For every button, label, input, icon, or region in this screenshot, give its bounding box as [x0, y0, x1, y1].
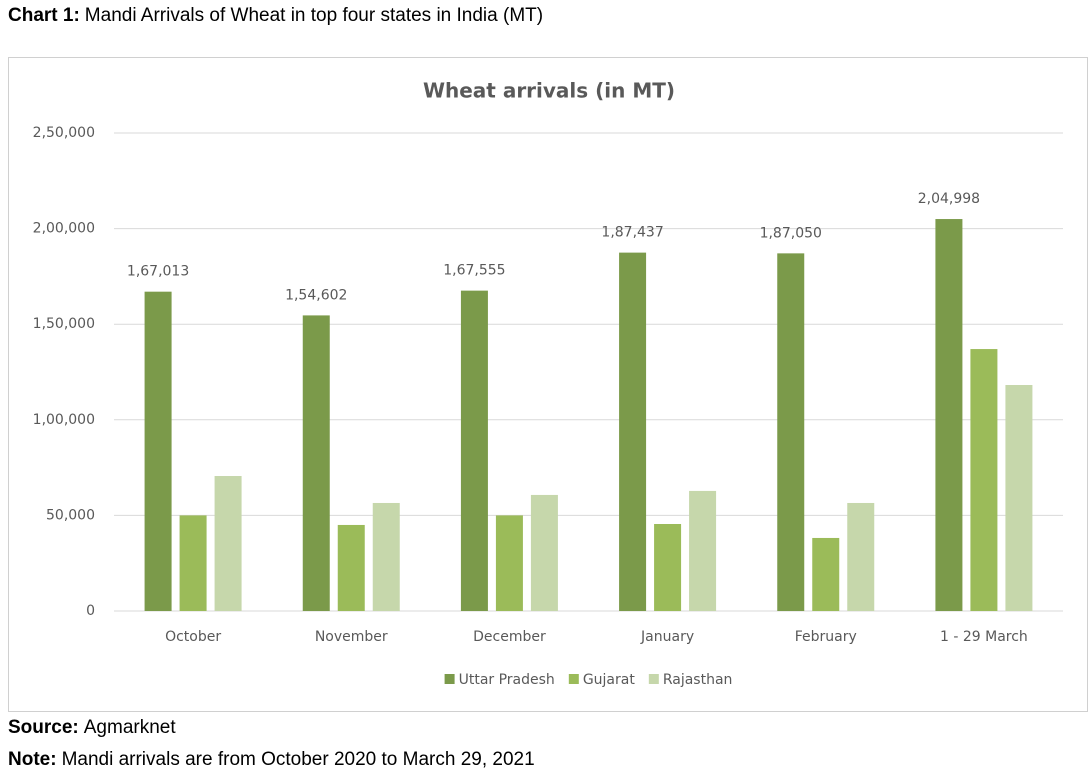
y-tick-label: 2,00,000	[33, 221, 95, 237]
bar	[372, 502, 400, 611]
bar	[619, 252, 647, 611]
bar	[495, 515, 523, 611]
legend-swatch	[648, 674, 659, 684]
bar	[812, 537, 840, 611]
legend-label: Uttar Pradesh	[459, 672, 555, 688]
source: Source: Agmarknet	[8, 717, 176, 738]
chart-title: Wheat arrivals (in MT)	[423, 79, 675, 103]
caption: Chart 1: Mandi Arrivals of Wheat in top f…	[8, 5, 543, 26]
value-label: 1,87,437	[601, 225, 663, 241]
y-tick-label: 1,00,000	[33, 412, 95, 428]
y-tick-label: 0	[86, 603, 95, 619]
source-text: Agmarknet	[84, 717, 177, 738]
bar	[970, 349, 998, 611]
bar	[144, 291, 172, 611]
bar	[460, 290, 488, 611]
y-tick-label: 1,50,000	[33, 316, 95, 332]
source-label: Source:	[8, 717, 79, 738]
x-tick-label: January	[640, 629, 694, 645]
note-text: Mandi arrivals are from October 2020 to …	[62, 749, 535, 770]
legend-label: Gujarat	[583, 672, 636, 688]
bar	[847, 502, 875, 611]
caption-text: Mandi Arrivals of Wheat in top four stat…	[85, 5, 543, 26]
value-label: 1,67,013	[127, 264, 189, 280]
legend-label: Rajasthan	[663, 672, 733, 688]
caption-label: Chart 1:	[8, 5, 80, 26]
legend-swatch	[568, 674, 579, 684]
bar	[337, 524, 365, 611]
value-label: 1,54,602	[285, 287, 347, 303]
legend-swatch	[444, 674, 455, 684]
bar	[302, 315, 330, 611]
bar	[179, 515, 207, 611]
value-label: 1,87,050	[760, 225, 822, 241]
x-tick-label: February	[795, 629, 857, 645]
y-tick-label: 2,50,000	[33, 125, 95, 141]
bar	[689, 490, 717, 611]
bar	[1005, 385, 1033, 611]
x-tick-label: November	[315, 629, 388, 645]
note: Note: Mandi arrivals are from October 202…	[8, 749, 535, 770]
bar	[935, 219, 963, 611]
bar	[777, 253, 805, 611]
bar	[530, 494, 558, 611]
value-label: 1,67,555	[443, 263, 505, 279]
bar	[654, 524, 682, 611]
x-tick-label: 1 - 29 March	[940, 629, 1028, 645]
x-tick-label: October	[165, 629, 221, 645]
value-label: 2,04,998	[918, 191, 980, 207]
note-label: Note:	[8, 749, 57, 770]
bar	[214, 476, 242, 611]
x-tick-label: December	[473, 629, 546, 645]
y-tick-label: 50,000	[46, 507, 95, 523]
